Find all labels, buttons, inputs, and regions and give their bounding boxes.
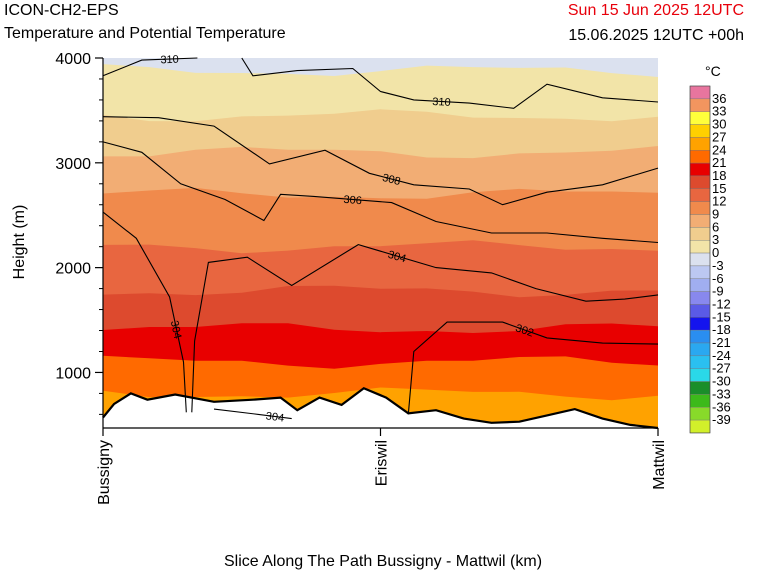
legend-level-label: 0: [712, 245, 719, 260]
legend-level-label: -30: [712, 374, 731, 389]
legend-swatch: [689, 317, 711, 331]
contour-label: 310: [160, 54, 179, 67]
legend-swatch: [689, 304, 711, 318]
y-axis-title: Height (m): [11, 205, 28, 280]
legend-swatch: [689, 150, 711, 164]
x-tick-label: Bussigny: [96, 440, 113, 505]
legend-swatch: [689, 214, 711, 228]
contour-label: 306: [343, 194, 362, 207]
y-tick-label: 3000: [55, 156, 91, 173]
legend-swatch: [689, 342, 711, 357]
legend-level-label: -6: [712, 271, 724, 286]
color-legend: °C3633302724211815129630-3-6-9-12-15-18-…: [689, 63, 731, 434]
legend-swatch: [689, 278, 711, 292]
legend-level-label: 9: [712, 207, 719, 222]
legend-swatch: [689, 227, 711, 241]
legend-level-label: 6: [712, 219, 719, 234]
valid-time: Sun 15 Jun 2025 12UTC: [567, 2, 744, 19]
legend-level-label: 12: [712, 194, 726, 209]
legend-unit: °C: [705, 63, 721, 79]
legend-swatch: [689, 175, 711, 189]
legend-swatch: [689, 239, 711, 254]
theta-contour-line: [407, 321, 659, 415]
legend-swatch: [689, 407, 711, 421]
legend-swatch: [689, 355, 711, 369]
legend-swatch: [689, 111, 711, 125]
axes: 1000 2000 3000 4000 Bussigny Eriswil Mattwil: [55, 51, 668, 505]
contour-label: 304: [168, 320, 184, 340]
contour-label: 310: [432, 96, 451, 109]
legend-swatch: [689, 201, 711, 215]
legend-level-label: 36: [712, 91, 726, 106]
theta-contour-line: [102, 116, 659, 206]
x-axis-title: Slice Along The Path Bussigny - Mattwil …: [223, 553, 543, 570]
legend-level-label: -12: [712, 296, 731, 311]
legend-level-label: 3: [712, 232, 719, 247]
legend-level-label: 21: [712, 155, 726, 170]
y-tick-label: 1000: [55, 365, 91, 382]
theta-contour-line: [191, 244, 659, 413]
legend-level-label: 27: [712, 129, 726, 144]
legend-level-label: -3: [712, 258, 724, 273]
x-tick-label: Mattwil: [651, 440, 668, 490]
legend-level-label: -15: [712, 309, 731, 324]
legend-level-label: 15: [712, 181, 726, 196]
y-tick-label: 4000: [55, 51, 91, 68]
legend-swatch: [689, 394, 711, 408]
legend-level-label: -9: [712, 284, 724, 299]
legend-swatch: [689, 381, 711, 395]
legend-level-label: -21: [712, 335, 731, 350]
legend-swatch: [689, 124, 711, 138]
contour-label: 304: [265, 410, 285, 424]
terrain: [102, 386, 659, 430]
temperature-bands: [103, 58, 658, 429]
legend-swatch: [689, 265, 711, 279]
theta-contour-line: [102, 211, 187, 413]
legend-level-label: -36: [712, 399, 731, 414]
legend-level-label: -33: [712, 386, 731, 401]
theta-contour-line: [213, 408, 292, 420]
legend-swatch: [689, 162, 711, 177]
legend-level-label: 30: [712, 117, 726, 132]
theta-contour-line: [102, 57, 198, 77]
legend-swatch: [689, 188, 711, 202]
legend-swatch: [689, 85, 711, 100]
model-name: ICON-CH2-EPS: [4, 2, 119, 19]
legend-level-label: -39: [712, 412, 731, 427]
chart-subtitle: Temperature and Potential Temperature: [4, 25, 286, 42]
terrain-outline: [102, 386, 659, 430]
legend-swatch: [689, 419, 711, 434]
theta-contour-line: [102, 141, 659, 244]
legend-level-label: -24: [712, 348, 731, 363]
legend-swatch: [689, 252, 711, 267]
contour-label: 302: [514, 322, 535, 339]
y-tick-label: 2000: [55, 261, 91, 278]
x-tick-label: Eriswil: [374, 440, 391, 486]
legend-swatch: [689, 98, 711, 112]
legend-swatch: [689, 368, 711, 382]
contour-label: 308: [381, 172, 402, 188]
legend-level-label: 24: [712, 142, 726, 157]
run-info: 15.06.2025 12UTC +00h: [568, 27, 744, 44]
legend-swatch: [689, 137, 711, 151]
legend-level-label: 18: [712, 168, 726, 183]
potential-temperature-contours: 302 304 304 304 306 308 310 310: [102, 54, 659, 425]
legend-level-label: -27: [712, 361, 731, 376]
legend-swatch: [689, 291, 711, 305]
legend-level-label: -18: [712, 322, 731, 337]
legend-level-label: 33: [712, 104, 726, 119]
contour-label: 304: [386, 249, 407, 266]
theta-contour-line: [241, 57, 659, 109]
legend-swatch: [689, 329, 711, 344]
